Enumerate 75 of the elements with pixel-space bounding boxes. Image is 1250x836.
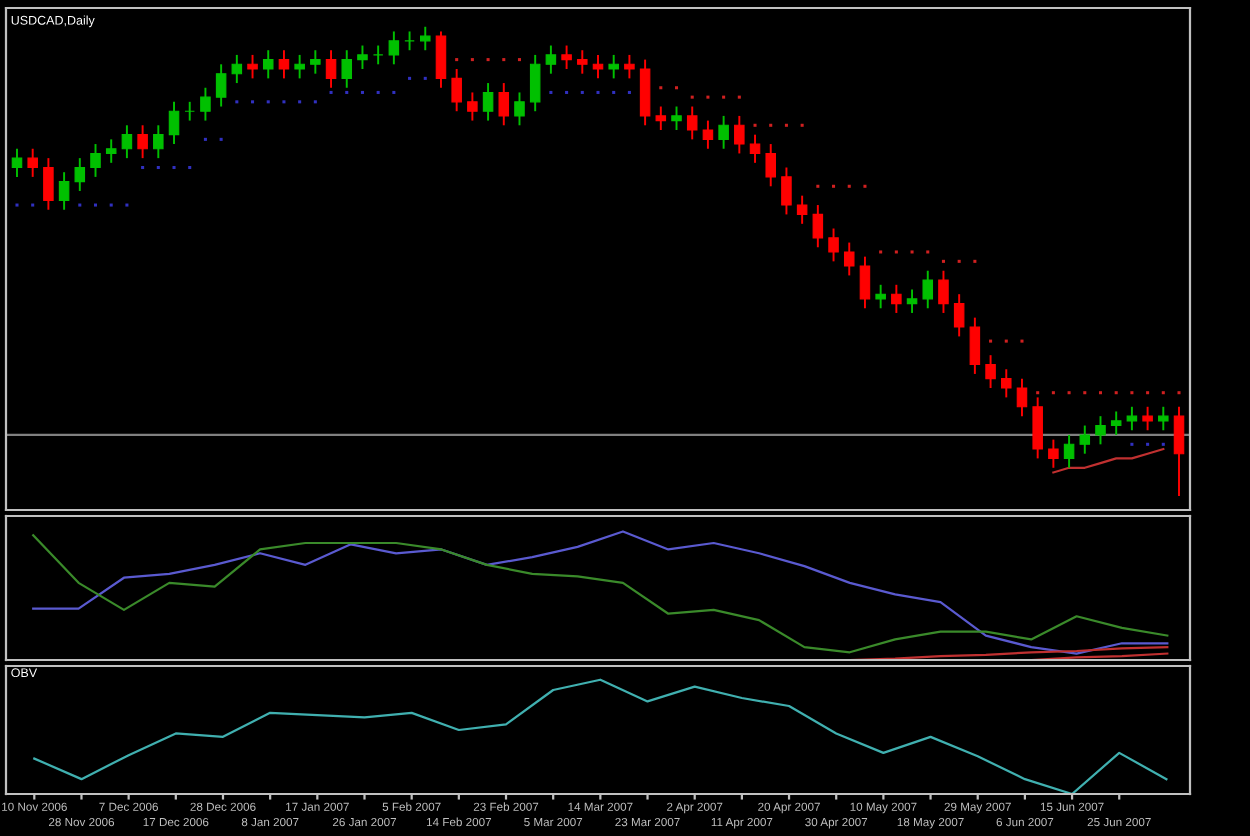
candlestick	[153, 124, 164, 160]
candlestick	[843, 241, 855, 277]
candlestick	[90, 143, 101, 178]
candlestick	[184, 100, 195, 122]
candlestick	[514, 91, 525, 127]
candlestick	[341, 49, 353, 89]
candlestick	[545, 44, 557, 75]
candlestick	[718, 114, 729, 150]
candlestick	[765, 143, 776, 188]
candlestick	[655, 105, 667, 131]
candlestick	[891, 283, 902, 314]
candlestick	[231, 53, 243, 85]
candlestick	[561, 44, 572, 70]
candlestick	[608, 53, 619, 80]
candlestick	[1173, 405, 1185, 497]
candlestick	[262, 49, 274, 80]
candlestick	[828, 227, 839, 263]
candlestick	[168, 100, 180, 146]
candlestick	[278, 49, 290, 80]
candlestick	[859, 255, 871, 310]
candlestick	[435, 30, 447, 89]
candlestick	[11, 147, 23, 178]
candlestick	[1001, 368, 1012, 399]
candlestick	[592, 53, 604, 80]
candlestick	[420, 25, 431, 52]
candlestick	[812, 204, 824, 249]
candlestick	[482, 82, 494, 122]
candlestick	[922, 269, 934, 310]
candlestick	[875, 283, 886, 310]
candlestick	[1158, 405, 1169, 432]
candlestick	[1110, 410, 1122, 436]
candlestick	[43, 157, 54, 211]
candlestick	[1016, 377, 1028, 418]
candlestick	[624, 53, 635, 80]
candlestick	[749, 133, 761, 164]
candlestick	[1048, 438, 1059, 469]
candlestick	[1032, 396, 1043, 460]
candlestick	[404, 30, 415, 52]
candlestick	[781, 166, 792, 216]
candlestick	[906, 288, 918, 314]
candlestick	[121, 124, 133, 160]
candlestick	[1079, 424, 1091, 455]
candlestick	[105, 138, 117, 164]
candlestick	[671, 105, 682, 131]
candlestick	[1095, 415, 1106, 446]
candlestick	[1142, 405, 1153, 432]
candlestick	[247, 53, 258, 80]
candlestick	[686, 105, 698, 141]
candlestick	[969, 316, 981, 375]
candlestick	[215, 63, 227, 108]
candlestick	[451, 68, 462, 113]
candlestick	[74, 157, 86, 192]
candlestick	[58, 171, 70, 211]
candlestick	[938, 269, 949, 314]
candlestick	[985, 354, 996, 389]
candlestick	[200, 86, 211, 122]
candlestick	[734, 114, 745, 155]
candlestick	[372, 44, 384, 66]
candlestick	[137, 124, 148, 160]
candlestick	[796, 194, 808, 225]
candlestick	[388, 30, 400, 66]
candlestick	[1126, 405, 1138, 432]
candlestick	[294, 53, 305, 80]
candlestick	[357, 44, 368, 70]
candlestick	[639, 58, 651, 127]
candlestick	[577, 49, 588, 75]
candlestick	[702, 119, 714, 150]
candlestick	[529, 53, 541, 113]
candlestick	[953, 293, 965, 338]
candlestick	[467, 91, 478, 122]
candlestick	[27, 147, 38, 178]
candlestick	[325, 49, 337, 89]
candlestick	[310, 49, 321, 75]
candlestick	[498, 82, 510, 127]
candlestick	[1063, 433, 1075, 469]
